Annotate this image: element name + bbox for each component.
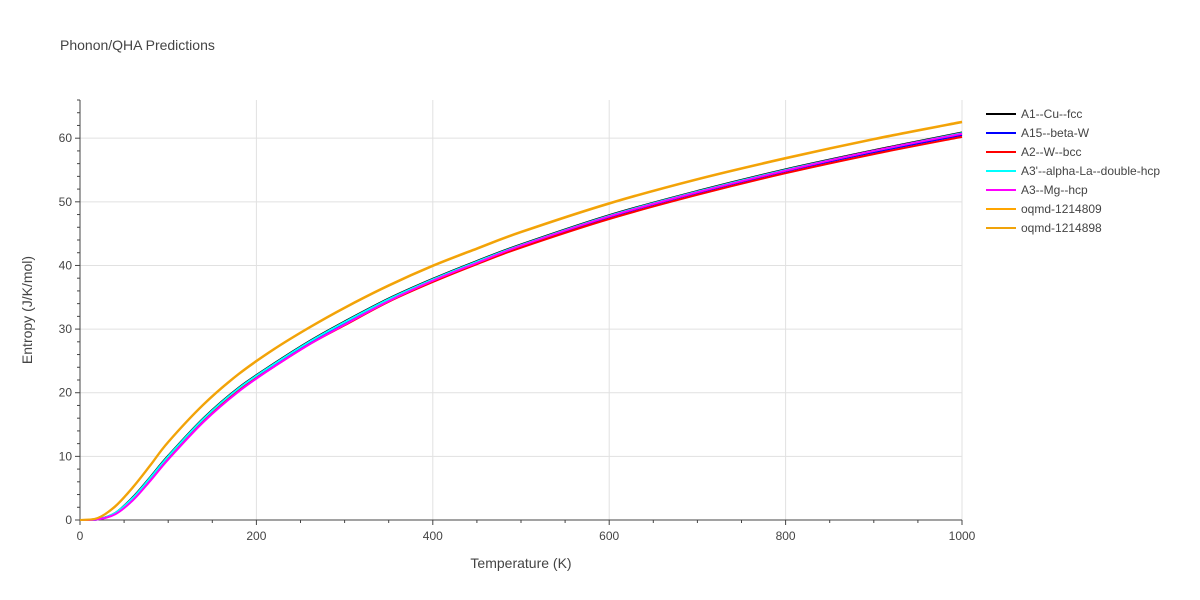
legend[interactable]: A1--Cu--fcc A15--beta-W A2--W--bcc A3'--alp…: [986, 107, 1160, 235]
series-line-a1-cu-fcc[interactable]: [79, 131, 963, 522]
series-line-oqmd-1214809[interactable]: [79, 120, 963, 521]
series-layer: [79, 120, 963, 522]
y-tick-label: 10: [59, 449, 73, 463]
y-tick-label: 60: [59, 131, 73, 145]
legend-label: A2--W--bcc: [1021, 145, 1081, 159]
legend-item-a2-w-bcc[interactable]: A2--W--bcc: [986, 145, 1081, 159]
legend-item-a3-mg-hcp[interactable]: A3--Mg--hcp: [986, 183, 1088, 197]
y-tick-label: 40: [59, 258, 73, 272]
y-tick-label: 20: [59, 386, 73, 400]
y-tick-label: 50: [59, 195, 73, 209]
x-tick-label: 600: [599, 529, 619, 543]
grid-layer: [80, 100, 963, 520]
legend-item-oqmd-1214898[interactable]: oqmd-1214898: [986, 221, 1102, 235]
legend-label: A3--Mg--hcp: [1021, 183, 1088, 197]
series-line-a15-beta-w[interactable]: [79, 134, 963, 522]
x-tick-label: 0: [77, 529, 84, 543]
legend-label: oqmd-1214898: [1021, 221, 1102, 235]
legend-label: A1--Cu--fcc: [1021, 107, 1082, 121]
x-tick-label: 800: [776, 529, 796, 543]
legend-label: oqmd-1214809: [1021, 202, 1102, 216]
legend-label: A15--beta-W: [1021, 126, 1090, 140]
x-tick-label: 200: [246, 529, 266, 543]
series-line-a3-alpha-la-double-hcp[interactable]: [79, 132, 963, 522]
legend-label: A3'--alpha-La--double-hcp: [1021, 164, 1160, 178]
x-axis-title: Temperature (K): [470, 555, 571, 571]
series-line-a2-w-bcc[interactable]: [79, 135, 963, 522]
x-tick-label: 400: [423, 529, 443, 543]
chart-title: Phonon/QHA Predictions: [60, 37, 215, 53]
series-line-a3-mg-hcp[interactable]: [79, 132, 963, 522]
legend-item-a1-cu-fcc[interactable]: A1--Cu--fcc: [986, 107, 1082, 121]
legend-item-a15-beta-w[interactable]: A15--beta-W: [986, 126, 1090, 140]
x-tick-label: 1000: [949, 529, 976, 543]
y-axis-title: Entropy (J/K/mol): [19, 256, 35, 364]
axes-layer: 0 200 400 600 800 1000 0 10 20 30 40 50 60: [59, 99, 976, 543]
legend-item-oqmd-1214809[interactable]: oqmd-1214809: [986, 202, 1102, 216]
legend-item-a3-alpha-la-double-hcp[interactable]: A3'--alpha-La--double-hcp: [986, 164, 1160, 178]
series-line-oqmd-1214898[interactable]: [79, 121, 963, 521]
y-tick-label: 0: [65, 513, 72, 527]
y-tick-label: 30: [59, 322, 73, 336]
